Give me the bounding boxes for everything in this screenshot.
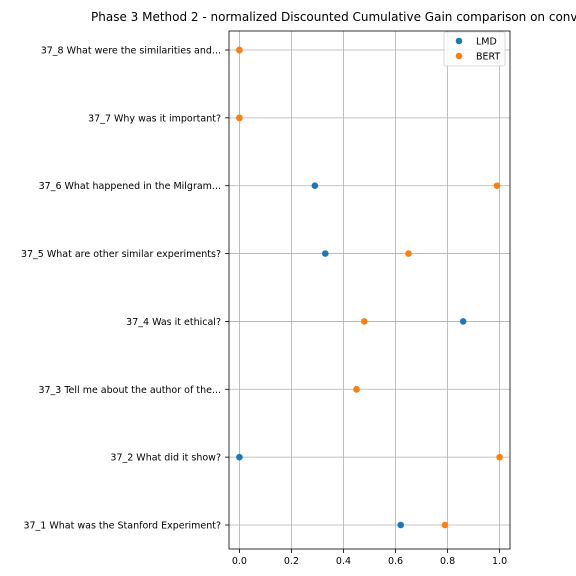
data-point-bert xyxy=(236,114,243,122)
y-tick-label: 37_4 Was it ethical? xyxy=(126,317,221,328)
legend-label-lmd: LMD xyxy=(476,37,497,48)
y-tick-label: 37_3 Tell me about the author of the... xyxy=(38,385,221,396)
legend: LMD BERT xyxy=(443,31,506,67)
data-point-lmd xyxy=(397,521,405,529)
x-tick-label: 0.2 xyxy=(284,556,299,567)
y-tick-label: 37_8 What were the similarities and... xyxy=(41,46,221,57)
data-point-bert xyxy=(236,46,243,54)
x-tick-label: 0.0 xyxy=(232,556,247,567)
x-tick-label: 0.6 xyxy=(388,556,403,567)
data-point-lmd xyxy=(321,250,329,257)
y-tick-label: 37_1 What was the Stanford Experiment? xyxy=(23,521,221,532)
legend-marker-lmd xyxy=(455,37,463,45)
data-point-bert xyxy=(493,182,501,190)
data-point-lmd xyxy=(311,182,319,190)
data-point-bert xyxy=(496,453,503,461)
data-point-lmd xyxy=(459,318,467,325)
data-point-bert xyxy=(360,318,368,325)
x-tick-label: 0.8 xyxy=(440,556,455,567)
data-point-bert xyxy=(405,250,412,257)
x-tick-label: 1.0 xyxy=(492,556,507,567)
chart-title: Phase 3 Method 2 - normalized Discounted… xyxy=(91,10,576,24)
y-tick-label: 37_5 What are other similar experiments? xyxy=(21,249,221,260)
legend-label-bert: BERT xyxy=(476,52,500,63)
data-point-lmd xyxy=(236,453,243,461)
data-point-bert xyxy=(353,385,360,393)
x-tick-label: 0.4 xyxy=(336,556,351,567)
y-tick-label: 37_7 Why was it important? xyxy=(88,113,221,124)
axes-frame xyxy=(228,30,511,550)
y-tick-label: 37_6 What happened in the Milgram... xyxy=(39,181,221,192)
data-point-bert xyxy=(441,521,449,529)
legend-marker-bert xyxy=(455,52,463,60)
y-tick-label: 37_2 What did it show? xyxy=(110,453,221,464)
plot-area: 0.0 0.2 0.4 0.6 0.8 1.0 37_1 What was the Stan… xyxy=(21,30,511,567)
